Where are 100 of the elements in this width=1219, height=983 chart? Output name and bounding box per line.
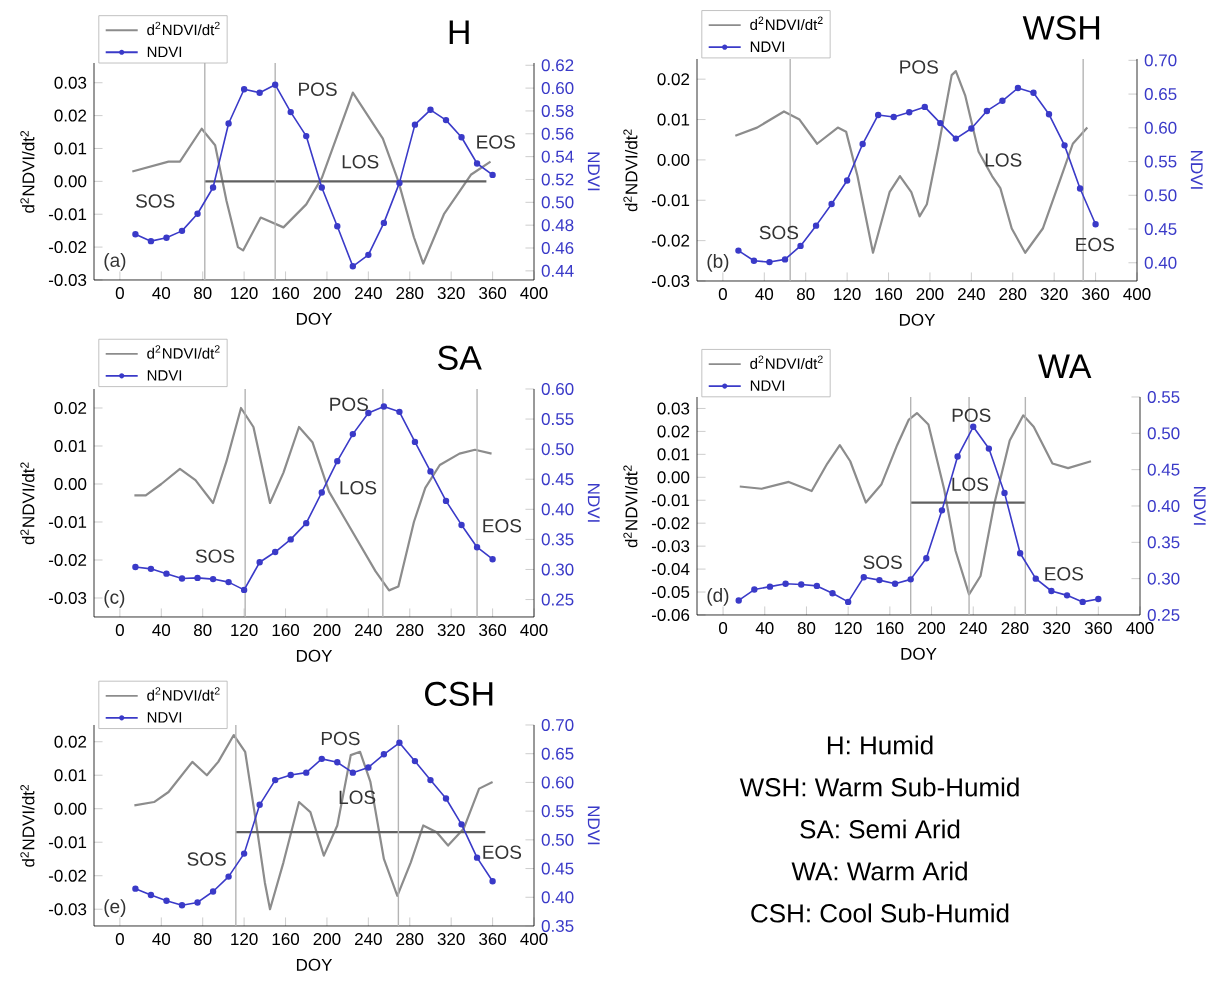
y2-tick-label: 0.48 [541,219,574,232]
annotation: EOS [1045,567,1084,581]
point [489,877,496,885]
point [349,430,357,438]
point [396,179,403,187]
text: WSH: Warm Sub-Humid [739,777,1019,797]
annotation: LOS [952,477,989,491]
annotation: EOS [483,845,522,859]
point [178,227,186,235]
x-tick-label: 0 [718,288,727,301]
point [209,888,217,895]
y-tick-label: 0.02 [54,735,87,748]
x-tick-label: 40 [152,933,171,946]
point [225,873,232,880]
point [952,135,960,142]
point [303,132,310,140]
point [209,575,217,583]
y-tick-label: 0.01 [657,113,690,126]
x-tick-label: 360 [479,933,507,946]
x-tick-label: 200 [313,624,341,637]
annotation: LOS [340,480,377,495]
point [334,759,341,766]
annotation: (e) [104,899,126,917]
point [937,119,944,127]
point [985,445,993,452]
x-tick-label: 120 [231,933,258,946]
legend-label: d$^{2}$NDVI/dt$^{2}$ [147,687,220,701]
y2-tick-label: 0.60 [541,382,574,395]
point [303,519,310,527]
y-tick-label: 0.02 [657,425,690,438]
point [271,548,279,556]
point [225,578,232,586]
point [178,902,186,909]
point [874,111,882,119]
annotation: POS [900,60,938,74]
x-tick-label: 320 [437,287,465,300]
point [163,234,170,241]
point [1092,221,1099,228]
annotation: POS [299,82,337,96]
point [240,850,248,857]
y-tick-label: 0.01 [54,769,87,782]
x-axis-title: DOY [296,312,333,325]
point [829,589,836,597]
point [349,263,357,270]
point [860,573,867,581]
y-tick-label: -0.01 [48,208,87,221]
chart-title: WA [1038,354,1092,378]
x-tick-label: 240 [355,933,382,946]
point [458,521,465,529]
chart-title: CSH [425,681,493,706]
legend-label: NDVI [147,370,182,381]
y-axis-title: d$^{2}$NDVI/dt$^{2}$ [20,462,35,545]
x-tick-label: 360 [479,624,507,637]
x-tick-label: 80 [194,624,212,637]
point [473,160,481,167]
legend-label: NDVI [750,380,785,391]
x-tick-label: 280 [396,933,424,946]
y2-axis-title: NDVI [587,484,600,522]
y2-tick-label: 0.54 [541,150,574,163]
point [132,231,139,238]
point [1045,111,1053,118]
point [163,897,170,904]
point [1076,185,1084,192]
annotation: LOS [985,153,1022,167]
point [318,755,325,763]
x-tick-label: 40 [755,288,774,301]
point [923,555,930,562]
y-axis-title: d$^{2}$NDVI/dt$^{2}$ [20,130,35,213]
chart-title: WSH [1022,15,1100,40]
y2-axis-title: NDVI [587,806,600,845]
y2-tick-label: 0.45 [541,862,574,875]
x-tick-label: 360 [1084,622,1112,635]
y2-tick-label: 0.55 [541,413,574,426]
point [380,219,388,227]
chart-title: SA [438,345,482,370]
y-tick-label: 0.03 [657,402,690,415]
y2-tick-label: 0.40 [541,891,574,904]
point [411,438,419,446]
x-tick-label: 400 [1123,288,1151,301]
x-axis-title: DOY [296,958,333,971]
x-tick-label: 160 [875,288,903,301]
x-axis-title: DOY [901,647,937,660]
point [256,559,263,566]
y-tick-label: -0.01 [48,836,87,849]
point [1016,550,1024,557]
x-tick-label: 0 [115,287,124,300]
y2-tick-label: 0.70 [541,718,574,731]
point [473,854,481,861]
y-tick-label: 0.02 [54,109,87,122]
point [318,184,325,191]
y-tick-label: 0.01 [54,439,87,452]
y2-tick-label: 0.45 [1144,223,1177,236]
y2-tick-label: 0.55 [1147,390,1180,403]
annotation: EOS [483,519,522,533]
annotation: SOS [135,194,175,208]
y2-axis-title: NDVI [1193,487,1206,525]
point [396,408,403,416]
point [442,497,450,505]
legend-label: d$^{2}$NDVI/dt$^{2}$ [147,345,220,359]
x-tick-label: 240 [958,288,985,301]
